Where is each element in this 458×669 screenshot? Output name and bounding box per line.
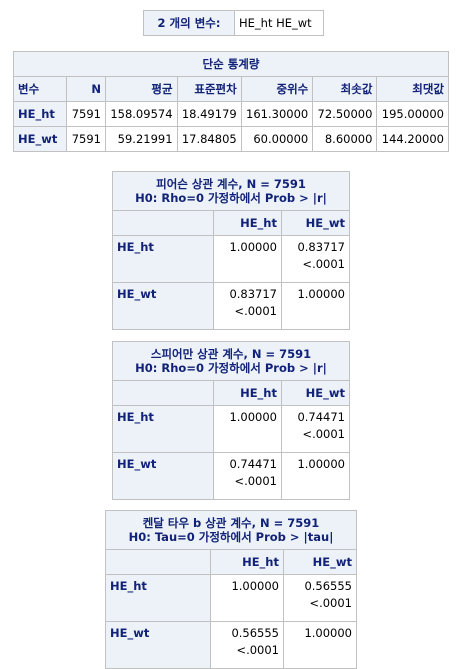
kendall-correlation-table: 켄달 타우 b 상관 계수, N = 7591 H0: Tau=0 가정하에서 …	[105, 510, 357, 669]
spearman-cell: 1.00000	[213, 405, 282, 453]
pearson-col-header: HE_ht	[213, 210, 282, 236]
simple-stats-title: 단순 통계량	[13, 51, 449, 77]
kendall-title-line1: 켄달 타우 b 상관 계수, N = 7591	[142, 516, 320, 530]
pearson-correlation-table: 피어슨 상관 계수, N = 7591 H0: Rho=0 가정하에서 Prob…	[112, 171, 350, 330]
pearson-cell: 0.83717 <.0001	[281, 235, 350, 283]
pearson-cell: 1.00000	[281, 282, 350, 330]
spearman-col-header: HE_ht	[213, 380, 282, 406]
kendall-cell: 1.00000	[283, 621, 357, 669]
stats-row-label: HE_wt	[13, 126, 67, 152]
pearson-col-header: HE_wt	[281, 210, 350, 236]
table-row: HE_wt 0.83717 <.0001 1.00000	[112, 282, 350, 330]
table-corner	[112, 210, 214, 236]
kendall-row-label: HE_ht	[105, 574, 211, 622]
stats-cell: 7591	[66, 126, 106, 152]
kendall-col-header: HE_ht	[210, 549, 284, 575]
spearman-cell: 0.74471 <.0001	[281, 405, 350, 453]
table-row: HE_wt 7591 59.21991 17.84805 60.00000 8.…	[13, 126, 449, 152]
kendall-cell: 0.56555 <.0001	[210, 621, 284, 669]
stats-cell: 60.00000	[240, 126, 314, 152]
kendall-row-label: HE_wt	[105, 621, 211, 669]
table-row: HE_ht 1.00000 0.74471 <.0001	[112, 405, 350, 453]
stats-header-min: 최솟값	[312, 76, 378, 102]
stats-cell: 144.20000	[376, 126, 449, 152]
pearson-title-line2: H0: Rho=0 가정하에서 Prob > |r|	[135, 191, 327, 205]
kendall-cell: 1.00000	[210, 574, 284, 622]
pearson-row-label: HE_wt	[112, 282, 214, 330]
variables-value: HE_ht HE_wt	[234, 10, 324, 36]
spearman-cell: 1.00000	[281, 452, 350, 500]
spearman-correlation-table: 스피어만 상관 계수, N = 7591 H0: Rho=0 가정하에서 Pro…	[112, 341, 350, 500]
simple-stats-table: 단순 통계량 변수 N 평균 표준편차 중위수 최솟값 최댓값 HE_ht 75…	[13, 51, 449, 152]
stats-cell: 7591	[66, 101, 106, 127]
spearman-row-label: HE_wt	[112, 452, 214, 500]
stats-header-mean: 평균	[105, 76, 178, 102]
pearson-title-line1: 피어슨 상관 계수, N = 7591	[156, 177, 306, 191]
table-row: HE_ht 1.00000 0.83717 <.0001	[112, 235, 350, 283]
pearson-cell: 1.00000	[213, 235, 282, 283]
stats-cell: 18.49179	[176, 101, 242, 127]
spearman-cell: 0.74471 <.0001	[213, 452, 282, 500]
pearson-title: 피어슨 상관 계수, N = 7591 H0: Rho=0 가정하에서 Prob…	[112, 171, 350, 211]
stats-header-n: N	[66, 76, 106, 102]
stats-cell: 17.84805	[176, 126, 242, 152]
spearman-col-header: HE_wt	[281, 380, 350, 406]
spearman-row-label: HE_ht	[112, 405, 214, 453]
stats-cell: 59.21991	[105, 126, 178, 152]
pearson-row-label: HE_ht	[112, 235, 214, 283]
spearman-title-line2: H0: Rho=0 가정하에서 Prob > |r|	[135, 361, 327, 375]
kendall-title-line2: H0: Tau=0 가정하에서 Prob > |tau|	[128, 530, 334, 544]
stats-cell: 8.60000	[312, 126, 378, 152]
kendall-cell: 0.56555 <.0001	[283, 574, 357, 622]
table-row: HE_wt 0.74471 <.0001 1.00000	[112, 452, 350, 500]
table-row: HE_ht 7591 158.09574 18.49179 161.30000 …	[13, 101, 449, 127]
kendall-col-header: HE_wt	[283, 549, 357, 575]
variables-label: 2 개의 변수:	[143, 10, 235, 36]
stats-cell: 72.50000	[312, 101, 378, 127]
spearman-title-line1: 스피어만 상관 계수, N = 7591	[150, 347, 312, 361]
stats-header-max: 최댓값	[376, 76, 449, 102]
stats-cell: 158.09574	[105, 101, 178, 127]
table-corner	[105, 549, 211, 575]
variables-table: 2 개의 변수: HE_ht HE_wt	[143, 10, 324, 36]
stats-cell: 195.00000	[376, 101, 449, 127]
kendall-title: 켄달 타우 b 상관 계수, N = 7591 H0: Tau=0 가정하에서 …	[105, 510, 357, 550]
pearson-cell: 0.83717 <.0001	[213, 282, 282, 330]
stats-header-median: 중위수	[240, 76, 314, 102]
table-corner	[112, 380, 214, 406]
stats-cell: 161.30000	[240, 101, 314, 127]
stats-header-variable: 변수	[13, 76, 67, 102]
table-row: HE_wt 0.56555 <.0001 1.00000	[105, 621, 357, 669]
table-row: HE_ht 1.00000 0.56555 <.0001	[105, 574, 357, 622]
stats-header-stddev: 표준편차	[176, 76, 242, 102]
spearman-title: 스피어만 상관 계수, N = 7591 H0: Rho=0 가정하에서 Pro…	[112, 341, 350, 381]
stats-row-label: HE_ht	[13, 101, 67, 127]
